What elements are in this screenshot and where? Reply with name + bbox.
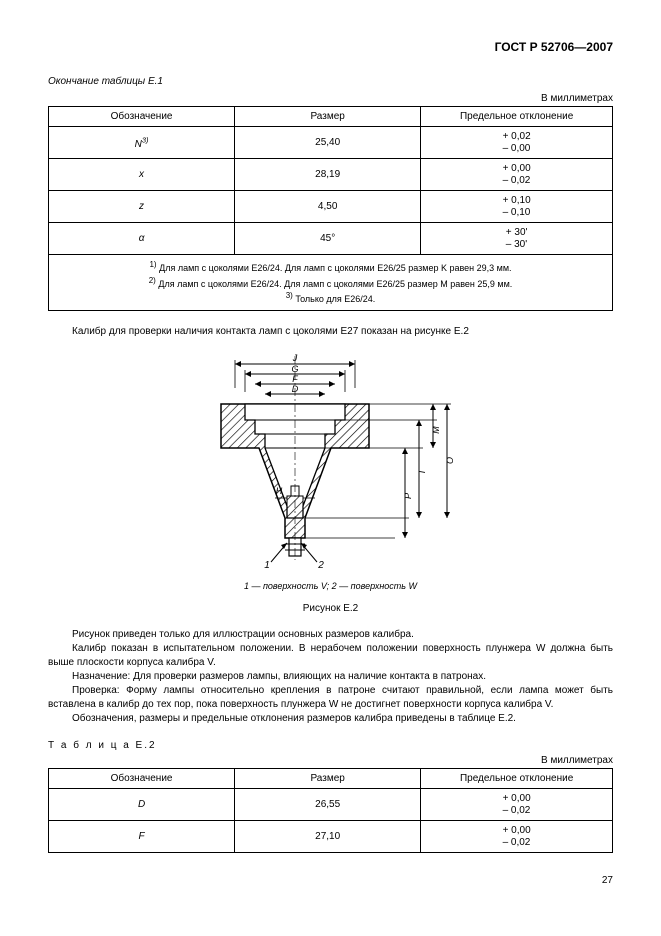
- table2-label: Т а б л и ц а Е.2: [48, 740, 613, 751]
- table-e1: Обозначение Размер Предельное отклонение…: [48, 106, 613, 311]
- cell-size: 26,55: [235, 789, 421, 821]
- standard-header: ГОСТ Р 52706—2007: [48, 40, 613, 54]
- table-row: Обозначение Размер Предельное отклонение: [49, 769, 613, 789]
- paragraph: Обозначения, размеры и предельные отклон…: [48, 712, 613, 726]
- table2-units: В миллиметрах: [48, 755, 613, 766]
- cell-label: α: [49, 223, 235, 255]
- cell-tolerance: + 0,00– 0,02: [421, 159, 613, 191]
- table1-units: В миллиметрах: [48, 93, 613, 104]
- cell-label: N3): [49, 127, 235, 159]
- cell-tolerance: + 0,00– 0,02: [421, 789, 613, 821]
- figure-legend: 1 — поверхность V; 2 — поверхность W: [48, 581, 613, 591]
- cell-size: 28,19: [235, 159, 421, 191]
- svg-text:M: M: [431, 426, 441, 434]
- cell-size: 4,50: [235, 191, 421, 223]
- cell-size: 25,40: [235, 127, 421, 159]
- svg-text:1: 1: [264, 560, 270, 568]
- table-row: F27,10+ 0,00– 0,02: [49, 821, 613, 853]
- body-text: Рисунок приведен только для иллюстрации …: [48, 628, 613, 726]
- figure-title: Рисунок Е.2: [48, 603, 613, 614]
- cell-label: F: [49, 821, 235, 853]
- cell-size: 27,10: [235, 821, 421, 853]
- svg-text:2: 2: [317, 560, 324, 568]
- col-header: Предельное отклонение: [421, 769, 613, 789]
- table-e2: Обозначение Размер Предельное отклонение…: [48, 768, 613, 853]
- table-row: N3)25,40+ 0,02– 0,00: [49, 127, 613, 159]
- paragraph: Калибр показан в испытательном положении…: [48, 642, 613, 670]
- col-header: Размер: [235, 769, 421, 789]
- table-row: Обозначение Размер Предельное отклонение: [49, 107, 613, 127]
- table-row: z4,50+ 0,10– 0,10: [49, 191, 613, 223]
- table-row: D26,55+ 0,00– 0,02: [49, 789, 613, 821]
- cell-label: z: [49, 191, 235, 223]
- cell-tolerance: + 0,10– 0,10: [421, 191, 613, 223]
- cell-tolerance: + 0,02– 0,00: [421, 127, 613, 159]
- table-row: x28,19+ 0,00– 0,02: [49, 159, 613, 191]
- table1-footnotes: 1) Для ламп с цоколями Е26/24. Для ламп …: [49, 255, 613, 311]
- fig-intro-text: Калибр для проверки наличия контакта лам…: [48, 325, 613, 339]
- col-header: Размер: [235, 107, 421, 127]
- paragraph: Проверка: Форму лампы относительно крепл…: [48, 684, 613, 712]
- cell-label: x: [49, 159, 235, 191]
- paragraph: Рисунок приведен только для иллюстрации …: [48, 628, 613, 642]
- cell-size: 45°: [235, 223, 421, 255]
- figure-e2: J G F D H: [48, 348, 613, 614]
- cell-tolerance: + 30'– 30': [421, 223, 613, 255]
- svg-text:O: O: [445, 457, 455, 464]
- paragraph: Назначение: Для проверки размеров лампы,…: [48, 670, 613, 684]
- table-row: 1) Для ламп с цоколями Е26/24. Для ламп …: [49, 255, 613, 311]
- gauge-diagram: J G F D H: [201, 348, 461, 568]
- cell-tolerance: + 0,00– 0,02: [421, 821, 613, 853]
- cell-label: D: [49, 789, 235, 821]
- col-header: Обозначение: [49, 107, 235, 127]
- col-header: Предельное отклонение: [421, 107, 613, 127]
- svg-text:H: H: [275, 486, 282, 496]
- svg-text:P: P: [403, 493, 413, 499]
- table-row: α45°+ 30'– 30': [49, 223, 613, 255]
- table1-continuation: Окончание таблицы Е.1: [48, 76, 613, 87]
- col-header: Обозначение: [49, 769, 235, 789]
- page-number: 27: [48, 875, 613, 886]
